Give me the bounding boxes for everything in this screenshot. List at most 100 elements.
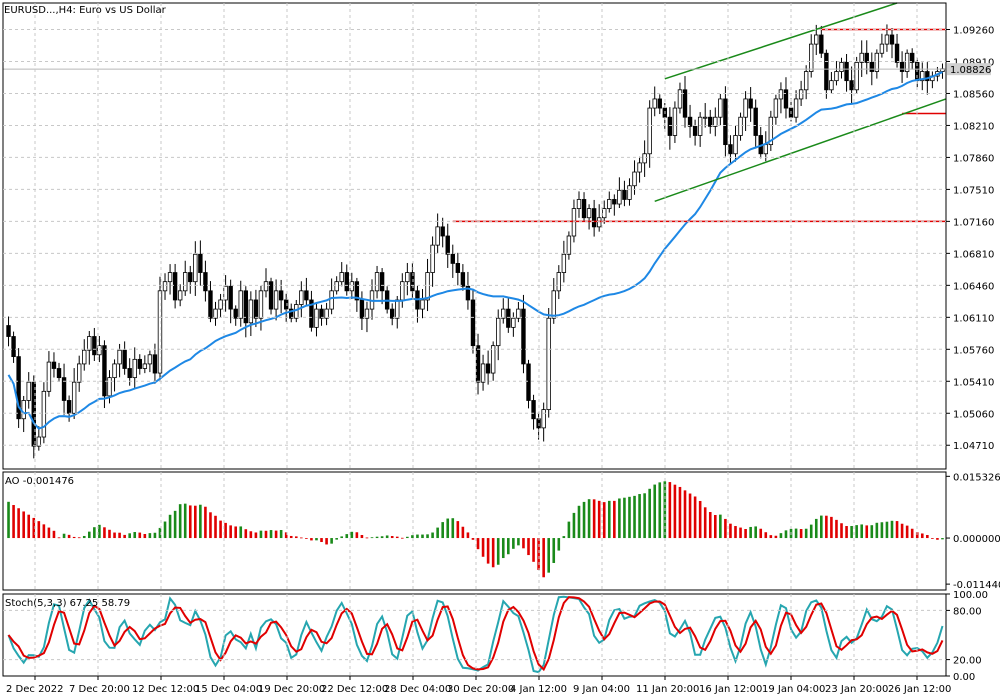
candle-body xyxy=(657,98,662,109)
ao-bar xyxy=(345,534,349,539)
moving-average-line xyxy=(7,71,943,430)
ao-bar xyxy=(779,533,783,539)
candle-body xyxy=(773,98,779,118)
time-tick-label: 7 Dec 20:00 xyxy=(69,684,130,695)
candle-body xyxy=(127,368,132,379)
candle-body xyxy=(849,80,854,91)
ao-bar xyxy=(491,538,495,568)
candle-body xyxy=(753,107,758,136)
ao-bar xyxy=(133,532,137,539)
candle-body xyxy=(208,290,213,319)
time-tick-label: 15 Dec 04:00 xyxy=(195,684,262,695)
ao-bar xyxy=(936,538,939,540)
price-panel[interactable] xyxy=(3,2,947,459)
ao-bar xyxy=(587,499,591,539)
candle-body xyxy=(46,361,52,392)
price-tick-label: 1.07860 xyxy=(953,153,994,164)
ao-bar xyxy=(310,538,313,541)
candle-body xyxy=(87,336,92,351)
ao-bar xyxy=(47,527,51,539)
ao-bar xyxy=(98,524,101,539)
candle-body xyxy=(430,244,435,273)
ao-bar xyxy=(582,501,586,539)
ao-bar xyxy=(42,524,46,539)
candle-body xyxy=(56,368,62,379)
ao-bar xyxy=(411,535,414,539)
ao-bar xyxy=(804,528,808,539)
ao-bar xyxy=(668,482,672,539)
ao-bar xyxy=(820,515,823,539)
ao-bar xyxy=(658,482,662,539)
candle-body xyxy=(410,272,415,292)
candle-body xyxy=(526,363,531,401)
candle-body xyxy=(652,98,657,109)
candle-body xyxy=(21,400,26,420)
candle-body xyxy=(521,308,526,365)
ao-bar xyxy=(870,525,874,539)
ao-bar xyxy=(194,505,197,539)
candle-body xyxy=(445,235,450,255)
candle-body xyxy=(829,80,834,91)
candle-body xyxy=(516,308,521,319)
candle-body xyxy=(793,98,799,118)
ao-bar xyxy=(7,501,10,539)
price-tick-label: 1.04710 xyxy=(953,441,994,452)
candle-body xyxy=(632,171,637,187)
stoch-panel-frame xyxy=(2,593,947,677)
ao-bar xyxy=(512,538,515,549)
ao-bar xyxy=(769,535,773,539)
price-tick-label: 1.06460 xyxy=(953,281,994,292)
ao-bar xyxy=(370,537,374,539)
ao-bar xyxy=(365,537,369,539)
ao-bar xyxy=(890,520,894,539)
ao-bar xyxy=(264,530,268,539)
stoch-tick-label: 80.00 xyxy=(953,606,982,617)
candle-body xyxy=(506,308,511,328)
price-tick-label: 1.08560 xyxy=(953,89,994,100)
candle-body xyxy=(899,61,905,72)
ao-bar xyxy=(244,529,248,539)
ao-bar xyxy=(507,538,510,555)
ao-bar xyxy=(734,526,737,539)
candle-body xyxy=(703,116,708,119)
channel-lower-line xyxy=(654,98,947,202)
candle-body xyxy=(798,89,804,100)
candle-body xyxy=(576,199,582,209)
ao-bar xyxy=(613,500,616,539)
ao-bar xyxy=(123,534,126,539)
ao-bar xyxy=(360,535,364,539)
ao-bar xyxy=(355,532,359,539)
candle-body xyxy=(309,299,314,328)
time-tick-label: 26 Jan 12:00 xyxy=(888,684,951,695)
ao-bar xyxy=(880,522,884,539)
stoch-tick-label: 0.00 xyxy=(953,672,975,683)
ao-bar xyxy=(794,528,798,539)
candle-body xyxy=(612,199,617,205)
candle-body xyxy=(283,299,289,310)
ao-bar xyxy=(128,533,131,539)
candle-body xyxy=(697,116,703,136)
candle-body xyxy=(97,345,102,356)
stoch-tick-label: 20.00 xyxy=(953,656,982,667)
ao-bar xyxy=(486,538,490,564)
ao-bar xyxy=(340,536,344,539)
candle-body xyxy=(400,281,405,301)
ao-bar xyxy=(168,514,172,539)
candle-body xyxy=(904,52,910,72)
ao-panel-frame xyxy=(2,471,947,591)
time-tick-label: 19 Jan 04:00 xyxy=(762,684,825,695)
candle-body xyxy=(71,381,77,414)
candle-body xyxy=(390,308,395,319)
ao-bar xyxy=(254,532,258,539)
ao-bar xyxy=(835,519,838,539)
ao-bar xyxy=(178,504,182,539)
candle-body xyxy=(556,272,561,292)
candle-body xyxy=(511,317,516,328)
candle-body xyxy=(854,61,859,91)
candle-body xyxy=(203,272,208,292)
candle-body xyxy=(884,34,890,45)
candle-body xyxy=(864,52,869,63)
candle-body xyxy=(167,272,173,283)
ao-panel[interactable] xyxy=(7,481,944,578)
